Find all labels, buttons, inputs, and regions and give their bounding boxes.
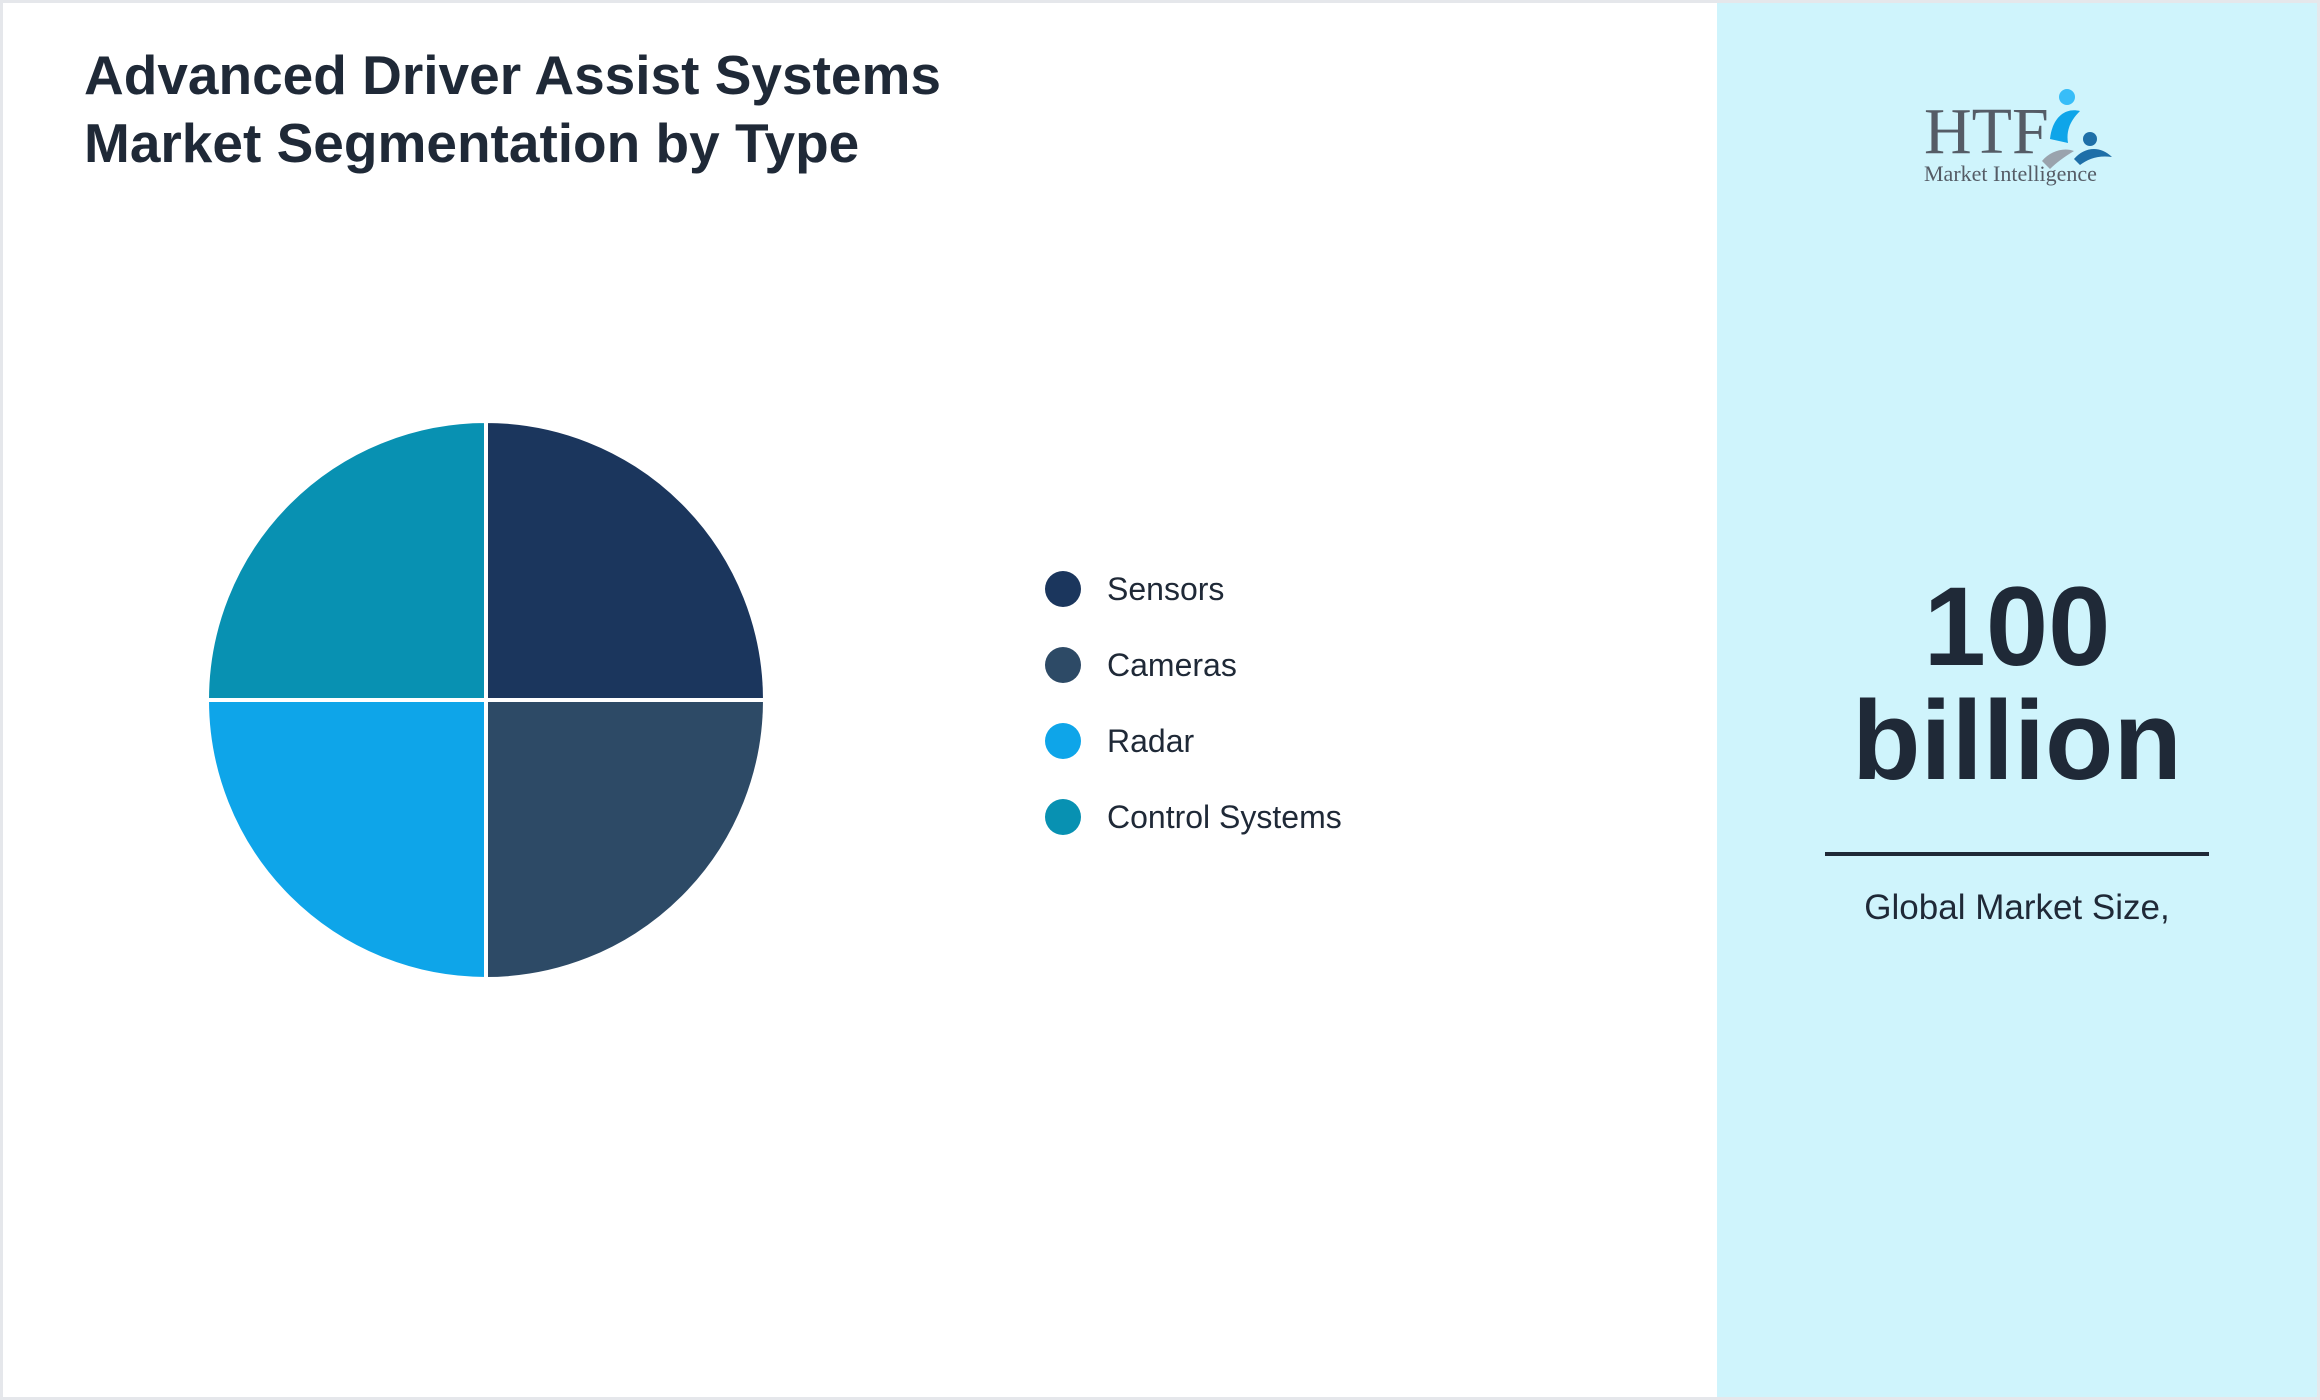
chart-title-line-1: Advanced Driver Assist Systems [84,44,941,106]
legend-label-cameras: Cameras [1107,647,1237,683]
pie-slice-sensors [484,418,768,702]
market-size-value: 100 [1923,564,2111,689]
logo-figure-3 [2042,149,2074,169]
legend-swatch-control-systems [1045,799,1081,835]
legend-label-control-systems: Control Systems [1107,799,1342,835]
chart-legend: Sensors Cameras Radar Control Systems [1045,571,1342,835]
logo-tagline: Market Intelligence [1924,161,2097,186]
market-size-caption: Global Market Size, [1864,888,2170,927]
logo-figure-head-2 [2083,132,2097,146]
logo-wordmark: HTF [1924,95,2049,168]
chart-area: Advanced Driver Assist Systems Market Se… [3,3,1717,1397]
market-size-panel: HTF Market Intelligence 100 billion Glob… [1717,3,2317,1397]
pie-slice-cameras [484,698,768,982]
market-size-unit: billion [1852,678,2182,803]
pie-slice-control-systems [204,418,488,702]
legend-label-radar: Radar [1107,723,1195,759]
pie-chart: Sensors Cameras Radar Control Systems [204,418,1342,982]
logo-figure-1 [2050,110,2080,143]
chart-title: Advanced Driver Assist Systems Market Se… [84,41,1184,177]
logo-figure-2 [2074,148,2112,165]
legend-swatch-sensors [1045,571,1081,607]
chart-title-line-2: Market Segmentation by Type [84,112,860,174]
legend-label-sensors: Sensors [1107,571,1224,607]
legend-swatch-radar [1045,723,1081,759]
htf-logo: HTF Market Intelligence [1924,89,2112,186]
pie-slices [204,418,768,982]
legend-swatch-cameras [1045,647,1081,683]
pie-slice-radar [204,698,488,982]
logo-figure-head-1 [2059,89,2075,105]
divider-line [1825,852,2209,856]
